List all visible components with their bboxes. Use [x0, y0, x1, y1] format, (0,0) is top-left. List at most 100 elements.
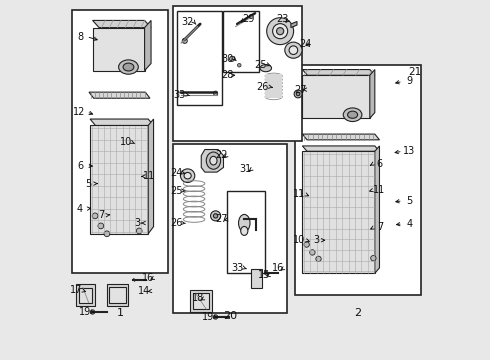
Ellipse shape: [272, 24, 288, 39]
Text: 21: 21: [409, 67, 422, 77]
Ellipse shape: [119, 60, 138, 74]
Ellipse shape: [214, 315, 218, 319]
Text: 24: 24: [299, 39, 312, 49]
Ellipse shape: [206, 152, 220, 169]
Polygon shape: [93, 21, 151, 28]
Text: 12: 12: [73, 107, 86, 117]
Text: 25: 25: [254, 59, 267, 69]
Ellipse shape: [296, 92, 300, 96]
Polygon shape: [148, 119, 153, 234]
Polygon shape: [302, 134, 379, 140]
Bar: [172, 144, 287, 313]
Polygon shape: [90, 126, 148, 234]
Text: 26: 26: [257, 82, 269, 92]
Polygon shape: [302, 75, 370, 118]
Polygon shape: [375, 146, 379, 273]
Ellipse shape: [91, 310, 95, 314]
Polygon shape: [90, 119, 153, 126]
Polygon shape: [370, 69, 375, 118]
Ellipse shape: [347, 111, 358, 118]
Bar: [177, 12, 221, 105]
Polygon shape: [89, 92, 150, 98]
Ellipse shape: [214, 214, 218, 218]
Ellipse shape: [92, 213, 98, 219]
Polygon shape: [107, 284, 128, 306]
Text: 19: 19: [202, 312, 215, 322]
Polygon shape: [302, 69, 375, 75]
Ellipse shape: [267, 18, 294, 45]
Ellipse shape: [289, 46, 298, 54]
Polygon shape: [191, 291, 212, 312]
Ellipse shape: [260, 64, 271, 72]
Polygon shape: [145, 21, 151, 71]
Text: 16: 16: [272, 263, 284, 273]
Ellipse shape: [241, 226, 248, 235]
Text: 26: 26: [170, 218, 182, 228]
Polygon shape: [109, 287, 126, 303]
Ellipse shape: [294, 90, 302, 98]
Polygon shape: [76, 284, 95, 306]
Text: 27: 27: [215, 215, 227, 224]
Bar: [227, 191, 265, 273]
Text: 32: 32: [181, 17, 194, 27]
Bar: [295, 65, 421, 295]
Ellipse shape: [304, 242, 309, 247]
Ellipse shape: [214, 91, 218, 95]
Text: 25: 25: [170, 186, 182, 196]
Ellipse shape: [98, 223, 104, 229]
Text: 4: 4: [406, 219, 412, 229]
Ellipse shape: [316, 256, 321, 262]
Polygon shape: [251, 269, 262, 288]
Text: 6: 6: [376, 159, 383, 169]
Polygon shape: [93, 28, 145, 71]
Text: 6: 6: [77, 161, 83, 171]
Text: 10: 10: [120, 138, 132, 147]
Text: 16: 16: [142, 273, 154, 283]
Ellipse shape: [180, 169, 195, 183]
Text: 31: 31: [239, 164, 251, 174]
Polygon shape: [193, 293, 209, 309]
Ellipse shape: [210, 156, 217, 165]
Text: 7: 7: [98, 210, 104, 220]
Ellipse shape: [230, 56, 235, 61]
Text: 23: 23: [276, 14, 289, 24]
Ellipse shape: [310, 250, 315, 255]
Polygon shape: [79, 288, 92, 303]
Text: 11: 11: [373, 185, 386, 195]
Polygon shape: [265, 74, 282, 98]
Text: 18: 18: [192, 293, 204, 303]
Text: 17: 17: [70, 285, 82, 296]
Bar: [172, 6, 302, 140]
Text: 1: 1: [117, 309, 123, 318]
Bar: [72, 10, 168, 273]
Ellipse shape: [238, 63, 241, 67]
Text: 33: 33: [231, 263, 243, 273]
Text: 5: 5: [406, 196, 413, 206]
Text: 9: 9: [406, 76, 412, 86]
Text: 2: 2: [354, 309, 362, 318]
Text: 29: 29: [243, 14, 255, 24]
Text: 33: 33: [173, 90, 186, 100]
Ellipse shape: [184, 172, 191, 179]
Ellipse shape: [276, 28, 284, 35]
Text: 20: 20: [223, 311, 237, 320]
Ellipse shape: [104, 231, 110, 237]
Ellipse shape: [211, 211, 220, 221]
Ellipse shape: [182, 39, 187, 43]
Polygon shape: [302, 151, 375, 273]
Ellipse shape: [371, 256, 376, 261]
Polygon shape: [201, 149, 223, 172]
Ellipse shape: [343, 108, 362, 122]
Text: 22: 22: [215, 150, 227, 160]
Text: 4: 4: [77, 204, 83, 214]
Ellipse shape: [123, 63, 134, 71]
Text: 24: 24: [170, 168, 182, 178]
Text: 14: 14: [138, 286, 150, 296]
Text: 11: 11: [143, 171, 155, 181]
Polygon shape: [302, 146, 379, 151]
Text: 30: 30: [221, 54, 234, 64]
Text: 3: 3: [314, 235, 320, 245]
Text: 11: 11: [293, 189, 305, 199]
Text: 3: 3: [134, 218, 141, 228]
Text: 8: 8: [77, 32, 83, 41]
